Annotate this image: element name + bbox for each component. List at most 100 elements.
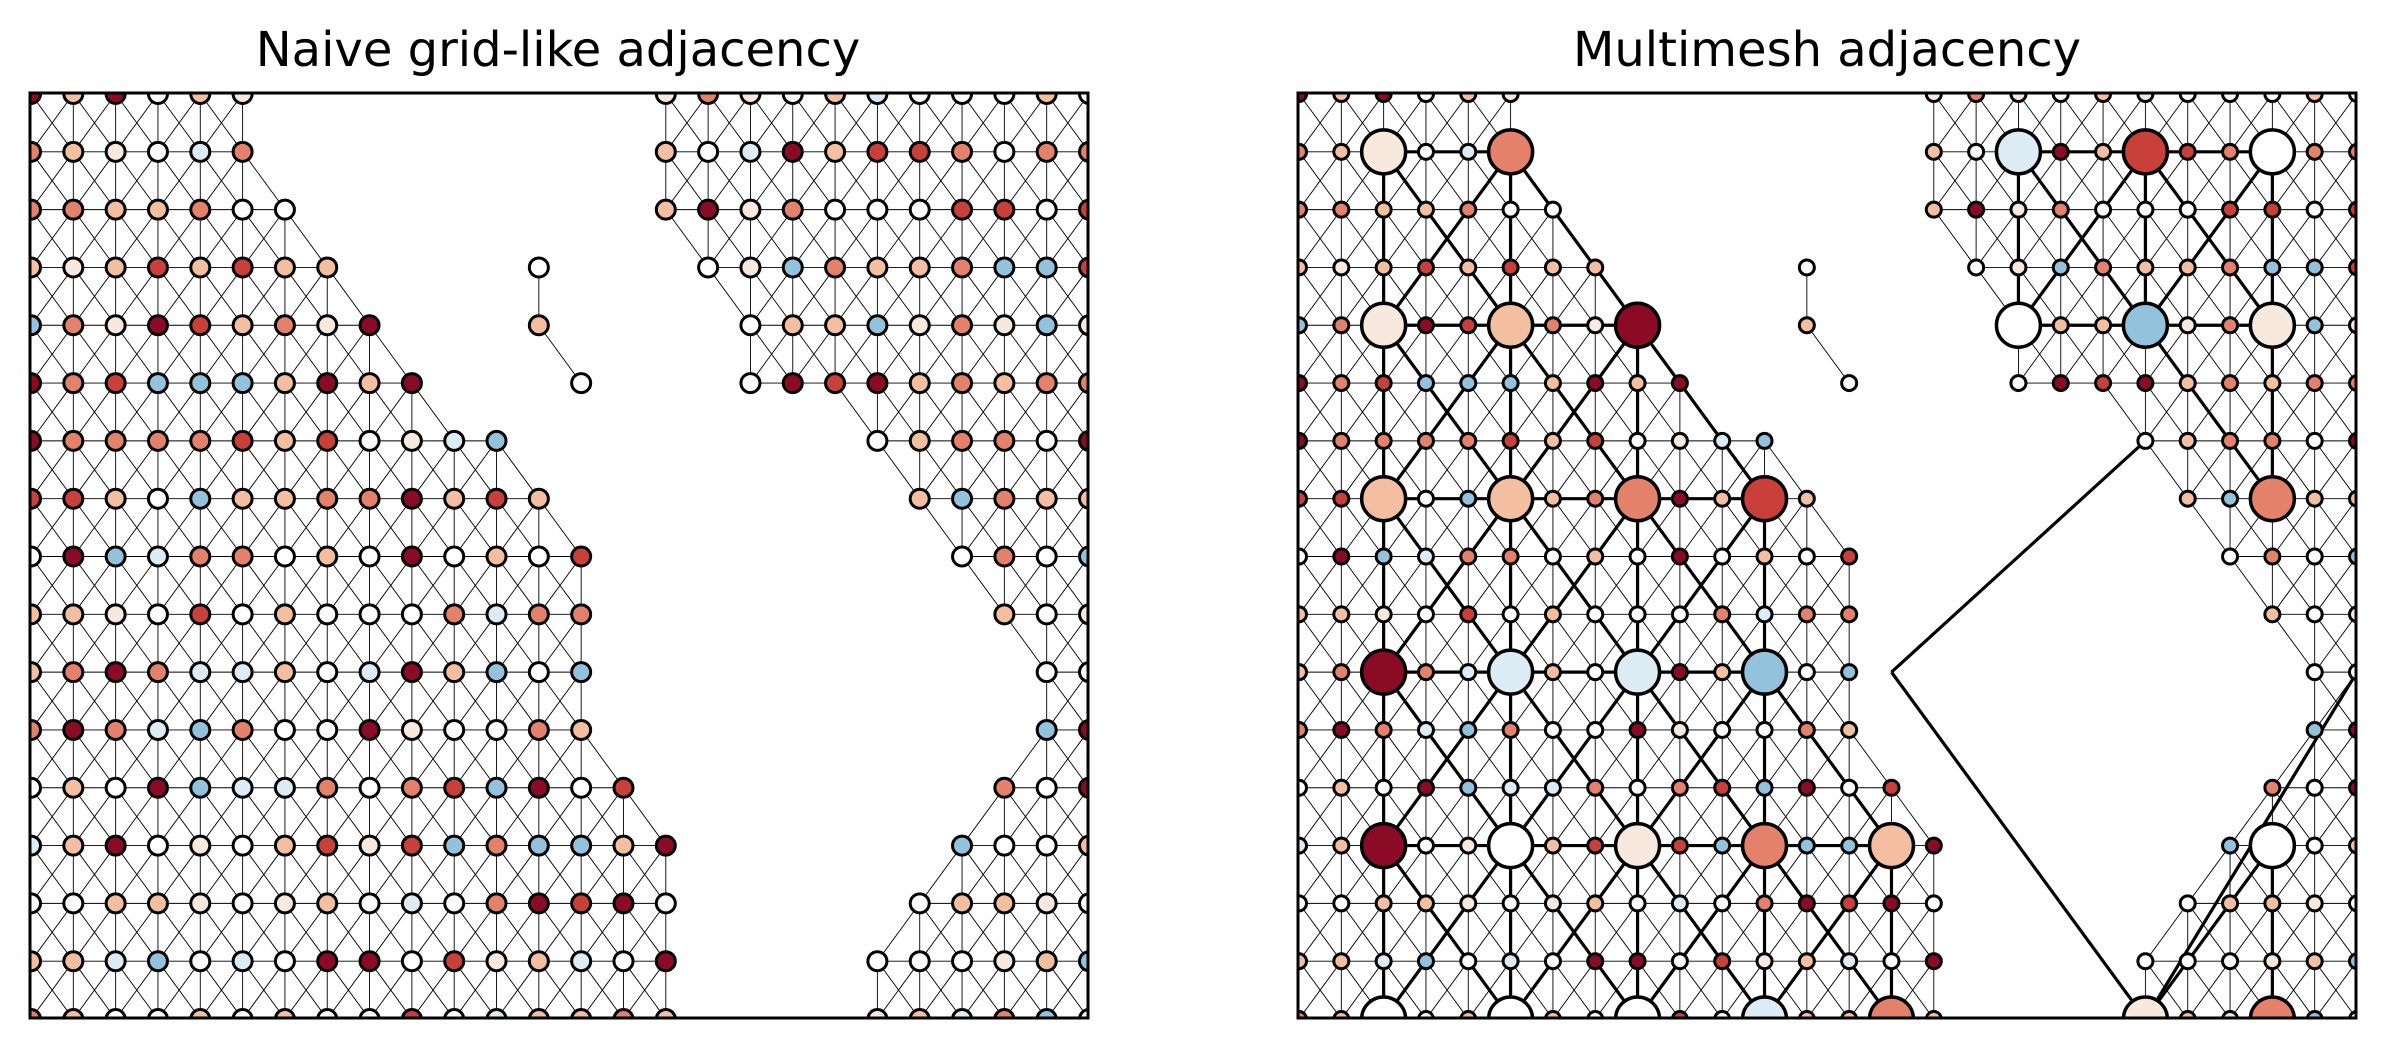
mesh-edge [199,267,243,326]
mesh-edge [1340,729,1385,789]
mesh-node [1628,431,1647,450]
mesh-edge [1298,382,1342,442]
mesh-edge [750,151,794,210]
mesh-edge [1425,498,1469,557]
mesh-node [443,603,466,626]
mesh-node [2263,200,2282,219]
mesh-edge [369,324,413,384]
mesh-node [62,834,85,857]
mesh-edge [538,787,582,846]
mesh-node [62,1008,85,1018]
mesh-edge [2271,845,2316,904]
mesh-node [2305,663,2324,682]
mesh-node [273,950,296,973]
mesh-node [1840,836,1859,855]
mesh-node [1035,950,1058,973]
mesh-node [2136,258,2155,277]
mesh-edge [411,556,455,615]
mesh-node [2178,374,2197,393]
mesh-edge [792,209,836,268]
mesh-node [358,372,381,395]
mesh-node [189,256,212,279]
mesh-node [2178,316,2197,335]
mesh-node [1374,200,1393,219]
mesh-node [527,256,550,279]
mesh-edge [115,440,159,499]
mesh-node [1417,1010,1435,1018]
mesh-node [951,314,974,337]
mesh-edge [1383,382,1427,442]
mesh-edge [2018,209,2062,268]
mesh-node [1797,547,1816,566]
mesh-node [273,256,296,279]
mesh-edge [623,960,667,1018]
mesh-edge [199,556,243,615]
mesh-node [781,314,804,337]
mesh-edge [1552,267,1596,326]
coarse-mesh-node [1359,474,1408,523]
mesh-node [1586,952,1605,971]
mesh-edge [411,440,455,499]
mesh-edge [919,440,963,499]
mesh-node [2348,663,2356,682]
mesh-edge [284,671,328,731]
mesh-node [189,487,212,510]
mesh-node [273,892,296,915]
mesh-edge [623,845,667,904]
mesh-node [485,661,508,684]
mesh-node [1713,952,1732,971]
mesh-node [273,718,296,741]
mesh-node [697,256,720,279]
mesh-node [1332,605,1351,624]
mesh-edge [1764,498,1808,557]
mesh-node [1416,200,1435,219]
mesh-edge [1764,729,1808,789]
mesh-node [1755,778,1774,797]
mesh-node [231,661,254,684]
mesh-edge [1340,440,1385,499]
mesh-node [1416,778,1435,797]
mesh-edge [199,498,243,557]
mesh-edge [538,729,582,789]
mesh-edge [1003,614,1048,673]
mesh-edge [115,93,159,153]
mesh-node [1459,200,1478,219]
mesh-edge [496,440,540,499]
mesh-edge [30,903,74,962]
mesh-edge [2187,440,2231,499]
mesh-edge [580,787,624,846]
mesh-node [104,950,127,973]
mesh-edge [242,151,286,210]
mesh-node [1840,1010,1859,1018]
mesh-edge [496,903,540,962]
mesh-node [147,1008,169,1018]
mesh-node [993,950,1016,973]
mesh-edge [2187,267,2231,326]
mesh-node [1543,316,1562,335]
mesh-node [739,314,762,337]
mesh-node [2305,200,2324,219]
mesh-edge [2187,151,2231,210]
mesh-node [1543,663,1562,682]
mesh-edge [1425,93,1469,153]
mesh-edge [961,440,1005,499]
mesh-edge [834,151,878,210]
mesh-edge [453,729,497,789]
mesh-node [1374,431,1393,450]
mesh-edge [1003,382,1048,442]
mesh-edge [1046,210,1088,268]
coarse-mesh-edge [1509,497,1639,674]
mesh-node [1078,429,1088,452]
mesh-node [400,603,423,626]
mesh-node [570,718,593,741]
mesh-edge [877,960,921,1018]
mesh-node [908,140,931,163]
mesh-edge [326,903,370,962]
coarse-mesh-edge [1382,324,1512,500]
mesh-edge [1003,267,1048,326]
mesh-edge [877,903,921,962]
mesh-node [443,834,466,857]
mesh-edge [1298,556,1342,615]
mesh-edge [30,382,74,442]
mesh-edge [115,903,159,962]
